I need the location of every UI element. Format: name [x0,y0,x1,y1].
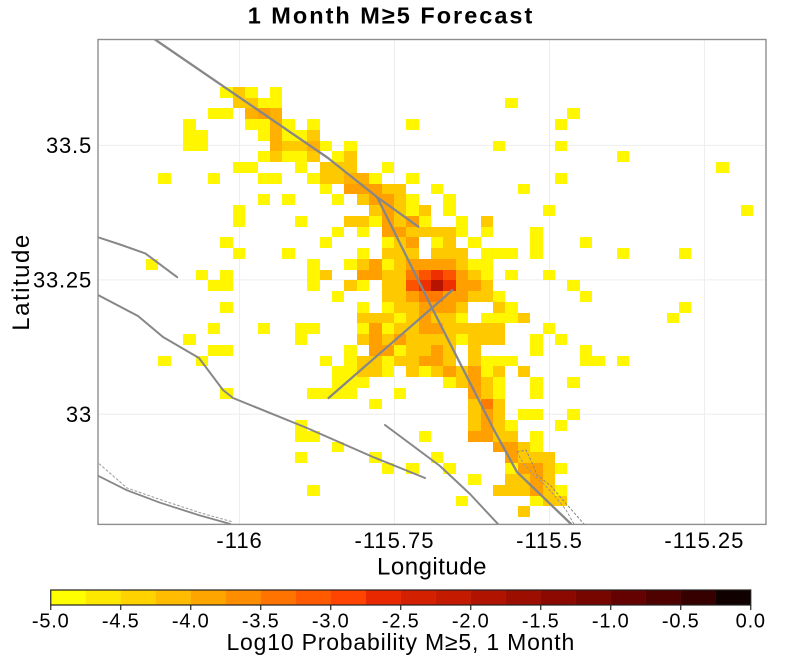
svg-text:-115.5: -115.5 [516,528,583,553]
svg-text:-2.5: -2.5 [382,611,420,633]
svg-text:-1.0: -1.0 [592,611,630,633]
svg-text:-3.0: -3.0 [312,611,350,633]
svg-text:-4.5: -4.5 [102,611,140,633]
svg-text:-5.0: -5.0 [32,611,70,633]
svg-text:33: 33 [66,402,92,427]
svg-text:-3.5: -3.5 [242,611,280,633]
svg-text:-115.75: -115.75 [355,528,435,553]
svg-text:-2.0: -2.0 [452,611,490,633]
svg-text:33.5: 33.5 [46,133,92,158]
svg-text:Latitude: Latitude [8,233,35,330]
svg-text:0.0: 0.0 [736,611,766,633]
svg-text:-115.25: -115.25 [664,528,744,553]
svg-text:-1.5: -1.5 [522,611,560,633]
svg-text:-116: -116 [216,528,262,553]
svg-text:Log10 Probability M≥5, 1 Month: Log10 Probability M≥5, 1 Month [226,629,575,655]
svg-text:-4.0: -4.0 [172,611,210,633]
svg-text:Longitude: Longitude [377,554,487,581]
svg-text:33.25: 33.25 [33,268,92,293]
svg-text:1 Month M≥5 Forecast: 1 Month M≥5 Forecast [248,3,535,29]
svg-text:-0.5: -0.5 [662,611,700,633]
